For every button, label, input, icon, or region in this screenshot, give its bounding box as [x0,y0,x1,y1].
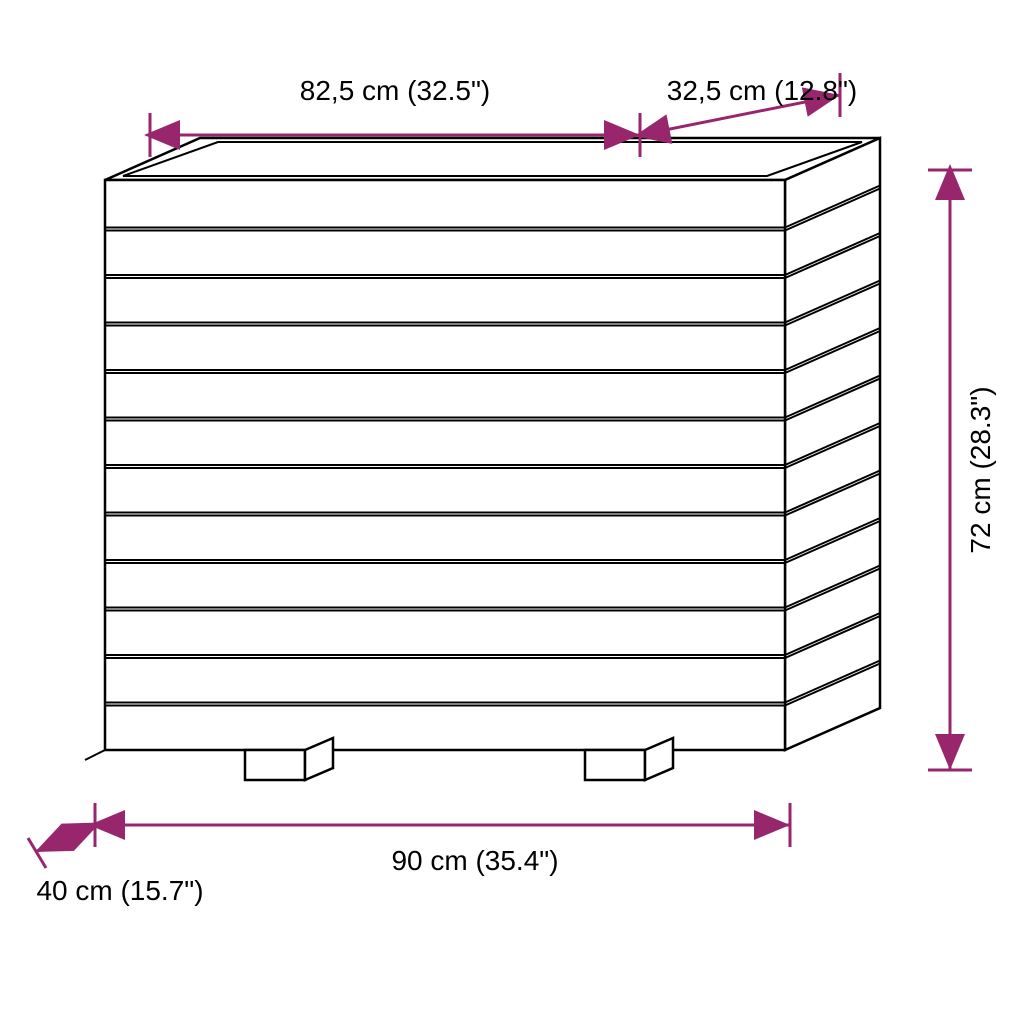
svg-text:72 cm (28.3"): 72 cm (28.3") [965,386,996,553]
planter-drawing [85,138,880,780]
svg-text:90 cm (35.4"): 90 cm (35.4") [391,845,558,876]
svg-text:32,5 cm (12.8"): 32,5 cm (12.8") [667,75,857,106]
svg-text:40 cm (15.7"): 40 cm (15.7") [36,875,203,906]
svg-text:82,5 cm (32.5"): 82,5 cm (32.5") [300,75,490,106]
dimension-diagram: 82,5 cm (32.5") 32,5 cm (12.8") 72 cm (28.… [0,0,1024,1024]
